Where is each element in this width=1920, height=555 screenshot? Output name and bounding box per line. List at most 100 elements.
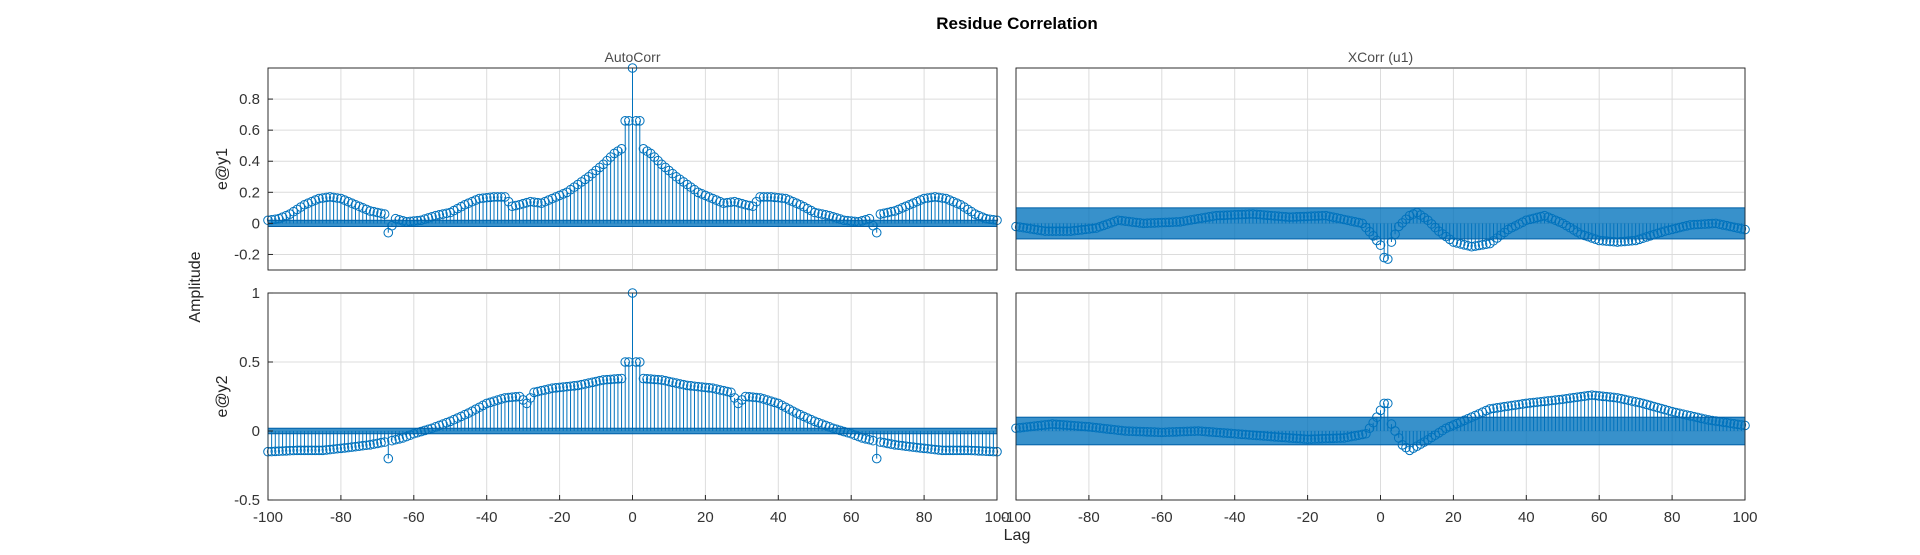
x-tick-label: -40 [476,509,498,526]
stem-marker [955,445,966,456]
axes-title: XCorr (u1) [1348,49,1413,65]
x-axis-label: Lag [1004,527,1031,544]
stem-marker [565,381,576,392]
x-tick-label: -80 [330,509,352,526]
axes-1: -0.2 0 0.2 0.4 0.6 0.8 AutoCorr e@y1 [214,49,1002,271]
stem-marker [645,148,656,159]
stem-marker [321,445,332,455]
stem-marker [1561,393,1572,404]
stem-marker [747,392,758,402]
stem-marker [1463,240,1473,251]
x-tick-label: -80 [1078,509,1100,526]
stem-marker [1528,397,1539,408]
x-tick-label: -20 [1297,509,1319,526]
confidence-band [1015,416,1746,446]
stem-marker [711,384,722,394]
stem-marker [591,376,601,387]
stem-marker [966,445,977,456]
stem-marker [875,437,886,447]
stem-marker [733,197,744,208]
stem-marker [769,192,780,203]
stem-marker [529,387,539,398]
stem-marker [893,440,904,451]
stem-marker [1627,396,1637,406]
stem-marker [576,379,587,390]
stem-marker [642,374,652,384]
stem-marker [587,377,598,388]
stem-marker [343,442,353,453]
stem-marker [973,446,984,456]
stem-marker [580,379,590,389]
stem-marker [274,446,284,456]
stem-marker [583,378,594,388]
stem-marker [314,445,324,456]
stem-marker [434,210,445,220]
stem-marker [1645,400,1656,411]
stem-marker [718,198,729,208]
stem-marker [1594,391,1604,401]
stem-marker [722,197,733,208]
stem-marker [624,357,634,367]
stem-marker [296,445,306,456]
x-tick-label: 60 [1591,509,1608,526]
stem-marker [481,398,492,409]
stem-marker [653,374,663,385]
stem-marker [514,199,525,210]
stem-marker [959,445,969,456]
stem-marker [1485,404,1495,414]
stem-marker [1598,391,1608,402]
stem-marker [1634,397,1645,408]
x-tick-label: -20 [549,509,571,526]
confidence-band [267,427,998,435]
stem-marker [328,192,339,203]
stem-marker [376,208,386,219]
stem-marker [1579,391,1590,401]
stem-marker [886,439,897,449]
stem-marker [594,162,605,173]
y-tick-label: 0.4 [239,153,260,170]
stem-marker [507,201,518,212]
axes-3: -100 -80 -60 -40 -20 0 20 40 60 80 100 -0.5 0 0.5 1 e@y… [214,285,1010,526]
stem-marker [981,446,991,456]
stem-marker [926,444,937,454]
stem-marker [354,441,364,451]
stem-marker [631,116,641,126]
stem-marker [1601,391,1612,402]
stem-marker [871,227,882,238]
stem-marker [933,192,944,203]
stem-marker [336,443,346,454]
stem-marker [594,375,605,386]
stem-marker [350,441,361,452]
stem-marker [755,393,765,403]
stem-marker [394,434,405,444]
stem-marker [977,446,988,456]
stem-marker [963,445,973,456]
stem-marker [379,437,390,447]
x-tick-label: 80 [1664,509,1681,526]
stem-marker [525,196,536,207]
stem-marker [1641,399,1652,410]
stem-marker [638,373,649,384]
stem-marker [1510,400,1521,410]
stem-marker [1495,402,1506,413]
stem-marker [1616,393,1626,404]
stem-marker [813,208,824,219]
stem-marker [543,384,554,394]
stem-marker [518,198,528,209]
stem-marker [317,193,328,203]
stem-marker [919,193,929,204]
stem-marker [937,445,948,456]
stem-marker [689,381,700,392]
stem-marker [809,207,820,218]
stem-marker [653,155,663,166]
stem-marker [485,192,496,203]
stem-marker [379,209,390,219]
stem-marker [492,192,503,202]
stem-marker [1488,403,1499,414]
stem-marker [332,443,343,454]
row-ylabel: e@y1 [214,148,231,190]
x-tick-label: -100 [1001,509,1031,526]
stem-marker [777,193,787,203]
stem-marker [1499,401,1510,412]
stem-marker [660,375,671,386]
